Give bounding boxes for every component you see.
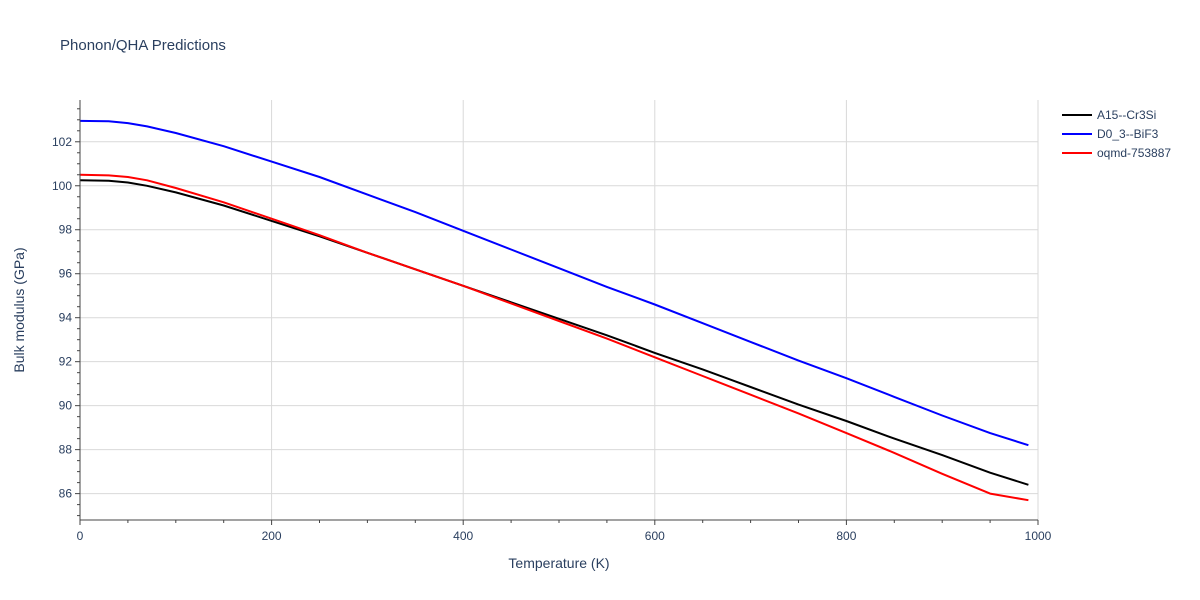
y-tick-label: 100: [52, 179, 72, 193]
x-tick-label: 400: [453, 529, 473, 543]
x-tick-label: 600: [645, 529, 665, 543]
x-tick-label: 0: [77, 529, 84, 543]
series-line-oqmd-753887: [79, 173, 1029, 502]
series-line-A15--Cr3Si: [79, 179, 1029, 486]
y-tick-label: 90: [59, 399, 73, 413]
grid-lines: [80, 100, 1039, 520]
y-tick-label: 92: [59, 355, 73, 369]
chart-title: Phonon/QHA Predictions: [60, 37, 226, 54]
series-lines: [79, 119, 1029, 502]
y-tick-label: 96: [59, 267, 73, 281]
legend-label: A15--Cr3Si: [1097, 108, 1156, 122]
y-tick-label: 102: [52, 135, 72, 149]
x-tick-label: 1000: [1025, 529, 1052, 543]
legend-label: oqmd-753887: [1097, 146, 1171, 160]
y-tick-label: 88: [59, 443, 73, 457]
x-axis-title: Temperature (K): [508, 555, 609, 571]
axes: 0 200 400 600 800 1000 86 88 90 92 94 96 98 100 102: [52, 100, 1052, 543]
y-tick-label: 86: [59, 487, 73, 501]
y-tick-label: 98: [59, 223, 73, 237]
series-line-D0_3--BiF3: [79, 119, 1029, 447]
y-tick-label: 94: [59, 311, 73, 325]
x-tick-label: 200: [262, 529, 282, 543]
x-tick-label: 800: [836, 529, 856, 543]
y-axis-title: Bulk modulus (GPa): [11, 247, 27, 372]
legend: A15--Cr3Si D0_3--BiF3 oqmd-753887: [1062, 108, 1171, 160]
legend-label: D0_3--BiF3: [1097, 127, 1159, 141]
